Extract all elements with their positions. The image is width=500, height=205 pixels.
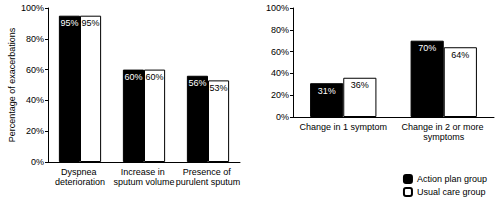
svg-text:31%: 31% bbox=[318, 86, 336, 96]
svg-text:100%: 100% bbox=[266, 3, 289, 13]
svg-text:95%: 95% bbox=[60, 18, 78, 28]
svg-text:95%: 95% bbox=[82, 18, 100, 28]
svg-text:60%: 60% bbox=[146, 72, 164, 82]
svg-text:53%: 53% bbox=[210, 83, 228, 93]
svg-text:0%: 0% bbox=[31, 157, 44, 167]
svg-text:Action plan group: Action plan group bbox=[417, 174, 487, 184]
svg-text:deterioration: deterioration bbox=[55, 177, 105, 187]
svg-text:Percentage of exacerbations: Percentage of exacerbations bbox=[7, 27, 17, 142]
svg-text:60%: 60% bbox=[26, 65, 44, 75]
svg-text:40%: 40% bbox=[271, 68, 289, 78]
svg-text:56%: 56% bbox=[188, 78, 206, 88]
svg-text:0%: 0% bbox=[276, 112, 289, 122]
svg-text:36%: 36% bbox=[351, 80, 369, 90]
svg-text:Presence of: Presence of bbox=[183, 167, 234, 177]
svg-text:20%: 20% bbox=[271, 90, 289, 100]
svg-text:100%: 100% bbox=[21, 3, 44, 13]
svg-text:80%: 80% bbox=[26, 34, 44, 44]
svg-text:70%: 70% bbox=[418, 43, 436, 53]
svg-text:60%: 60% bbox=[271, 47, 289, 57]
svg-text:purulent sputum: purulent sputum bbox=[176, 177, 241, 187]
svg-text:Usual care group: Usual care group bbox=[417, 187, 486, 197]
svg-text:sputum volume: sputum volume bbox=[113, 177, 174, 187]
svg-text:symptoms: symptoms bbox=[423, 132, 465, 142]
svg-text:Change in 1 symptom: Change in 1 symptom bbox=[299, 122, 387, 132]
svg-text:60%: 60% bbox=[124, 72, 142, 82]
svg-text:Dyspnea: Dyspnea bbox=[61, 167, 99, 177]
svg-text:Increase in: Increase in bbox=[121, 167, 168, 177]
svg-text:20%: 20% bbox=[26, 126, 44, 136]
svg-text:Change in 2 or more: Change in 2 or more bbox=[401, 122, 486, 132]
svg-text:40%: 40% bbox=[26, 95, 44, 105]
svg-text:80%: 80% bbox=[271, 25, 289, 35]
svg-text:64%: 64% bbox=[451, 50, 469, 60]
